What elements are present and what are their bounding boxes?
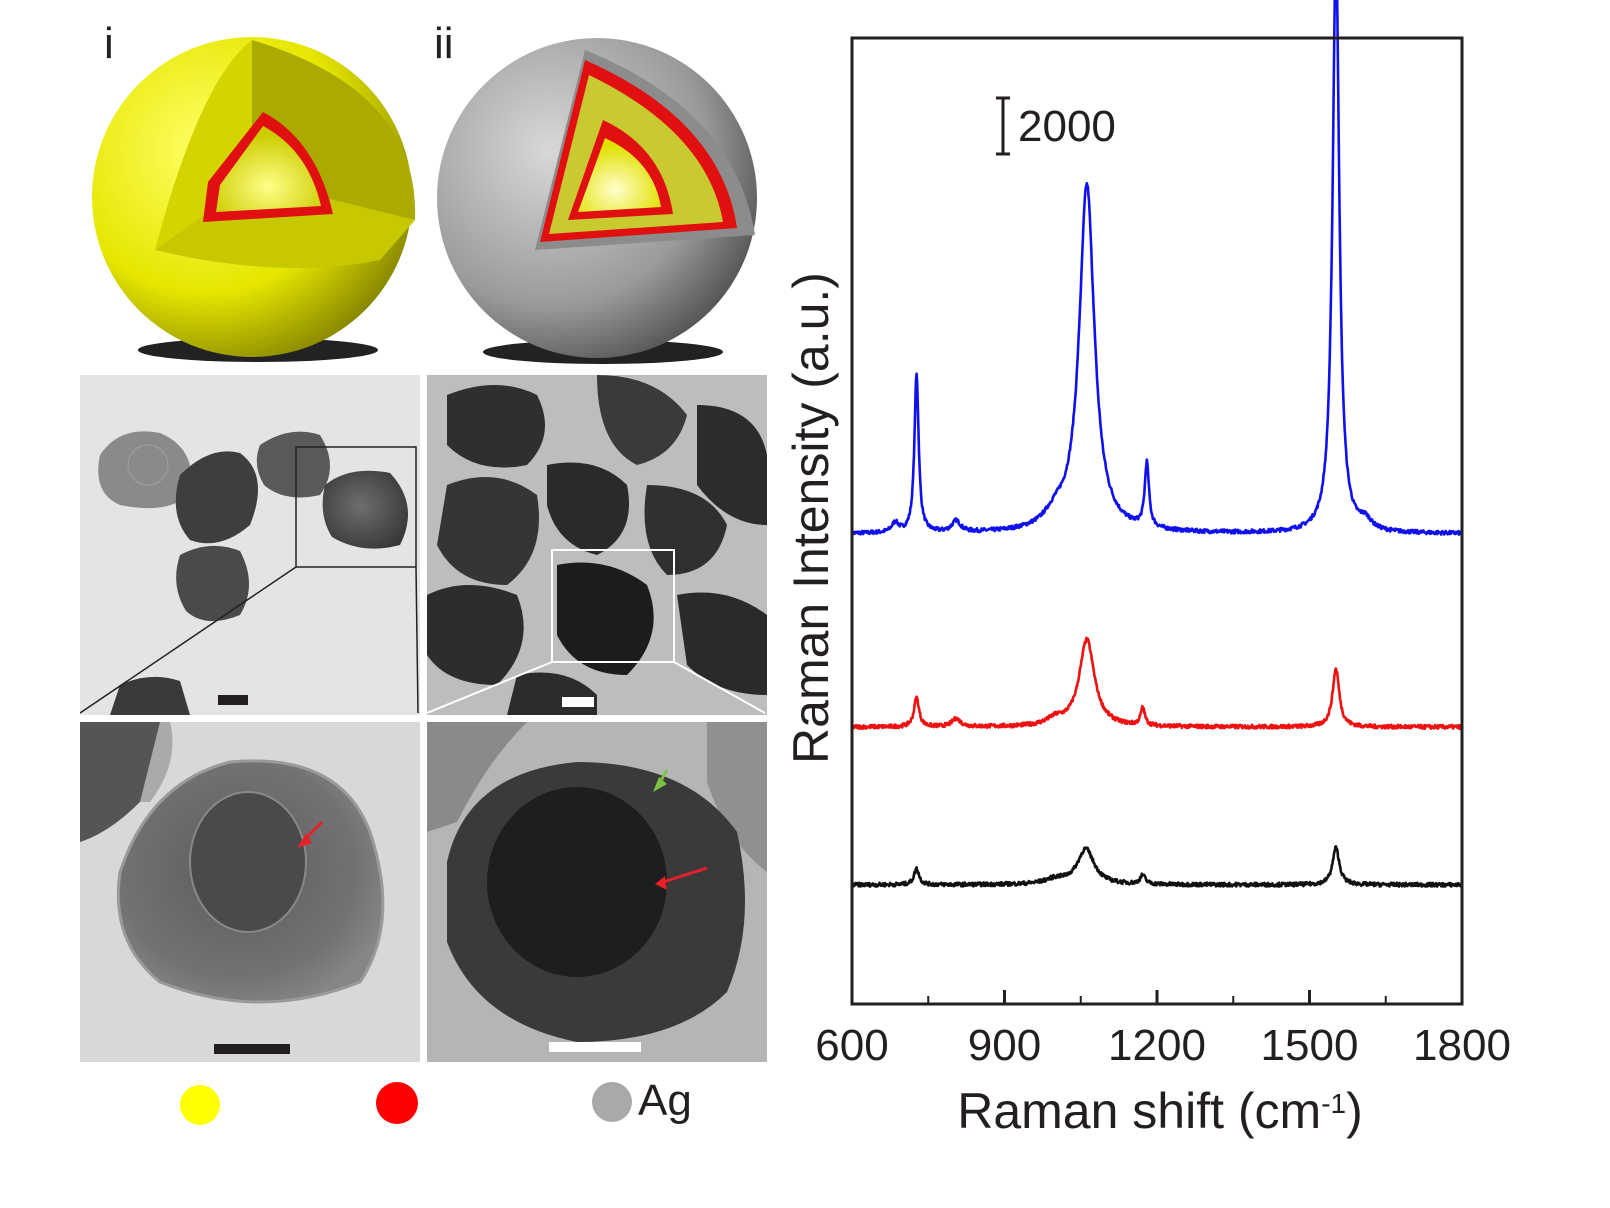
scale-bar-label: 2000 [1018,102,1116,151]
y-axis-label: Raman Intensity (a.u.) [783,272,839,764]
x-axis-label: Raman shift (cm-1) [957,1083,1363,1139]
spectrum-line-2 [850,845,1463,888]
tem-image-right-high-mag [427,722,767,1062]
scale-bar-right-high [549,1042,641,1052]
tem-image-right-low-mag [427,375,767,715]
tem-image-left-low-mag [80,375,420,715]
panel-label-ii: ii [434,19,454,68]
x-tick-label-900: 900 [968,1021,1041,1070]
spectrum-line-1 [850,636,1464,731]
tem-image-left-high-mag [80,722,420,1062]
legend-dot-red [376,1082,418,1124]
scale-bar-left-low [218,695,248,705]
legend-dot-yellow [180,1085,220,1125]
legend: Ag [0,1076,800,1140]
spectra-traces [850,0,1464,888]
plot-frame [850,36,1464,1006]
panel-label-i: i [104,19,114,68]
legend-label-ag: Ag [638,1076,692,1125]
scale-bar-left-high [214,1044,290,1054]
scale-bar-right-low [562,697,594,707]
x-tick-label-1200: 1200 [1108,1021,1206,1070]
x-tick-label-1500: 1500 [1261,1021,1359,1070]
schematic-sphere-i [92,37,416,362]
schematic-sphere-ii [437,38,757,364]
x-axis-ticks: 600 900 1200 1500 1800 [815,990,1511,1070]
legend-dot-gray [592,1082,632,1122]
intensity-scale-bar: 2000 [996,96,1116,156]
x-tick-label-600: 600 [815,1021,888,1070]
x-tick-label-1800: 1800 [1413,1021,1511,1070]
spectrum-line-0 [850,0,1464,536]
